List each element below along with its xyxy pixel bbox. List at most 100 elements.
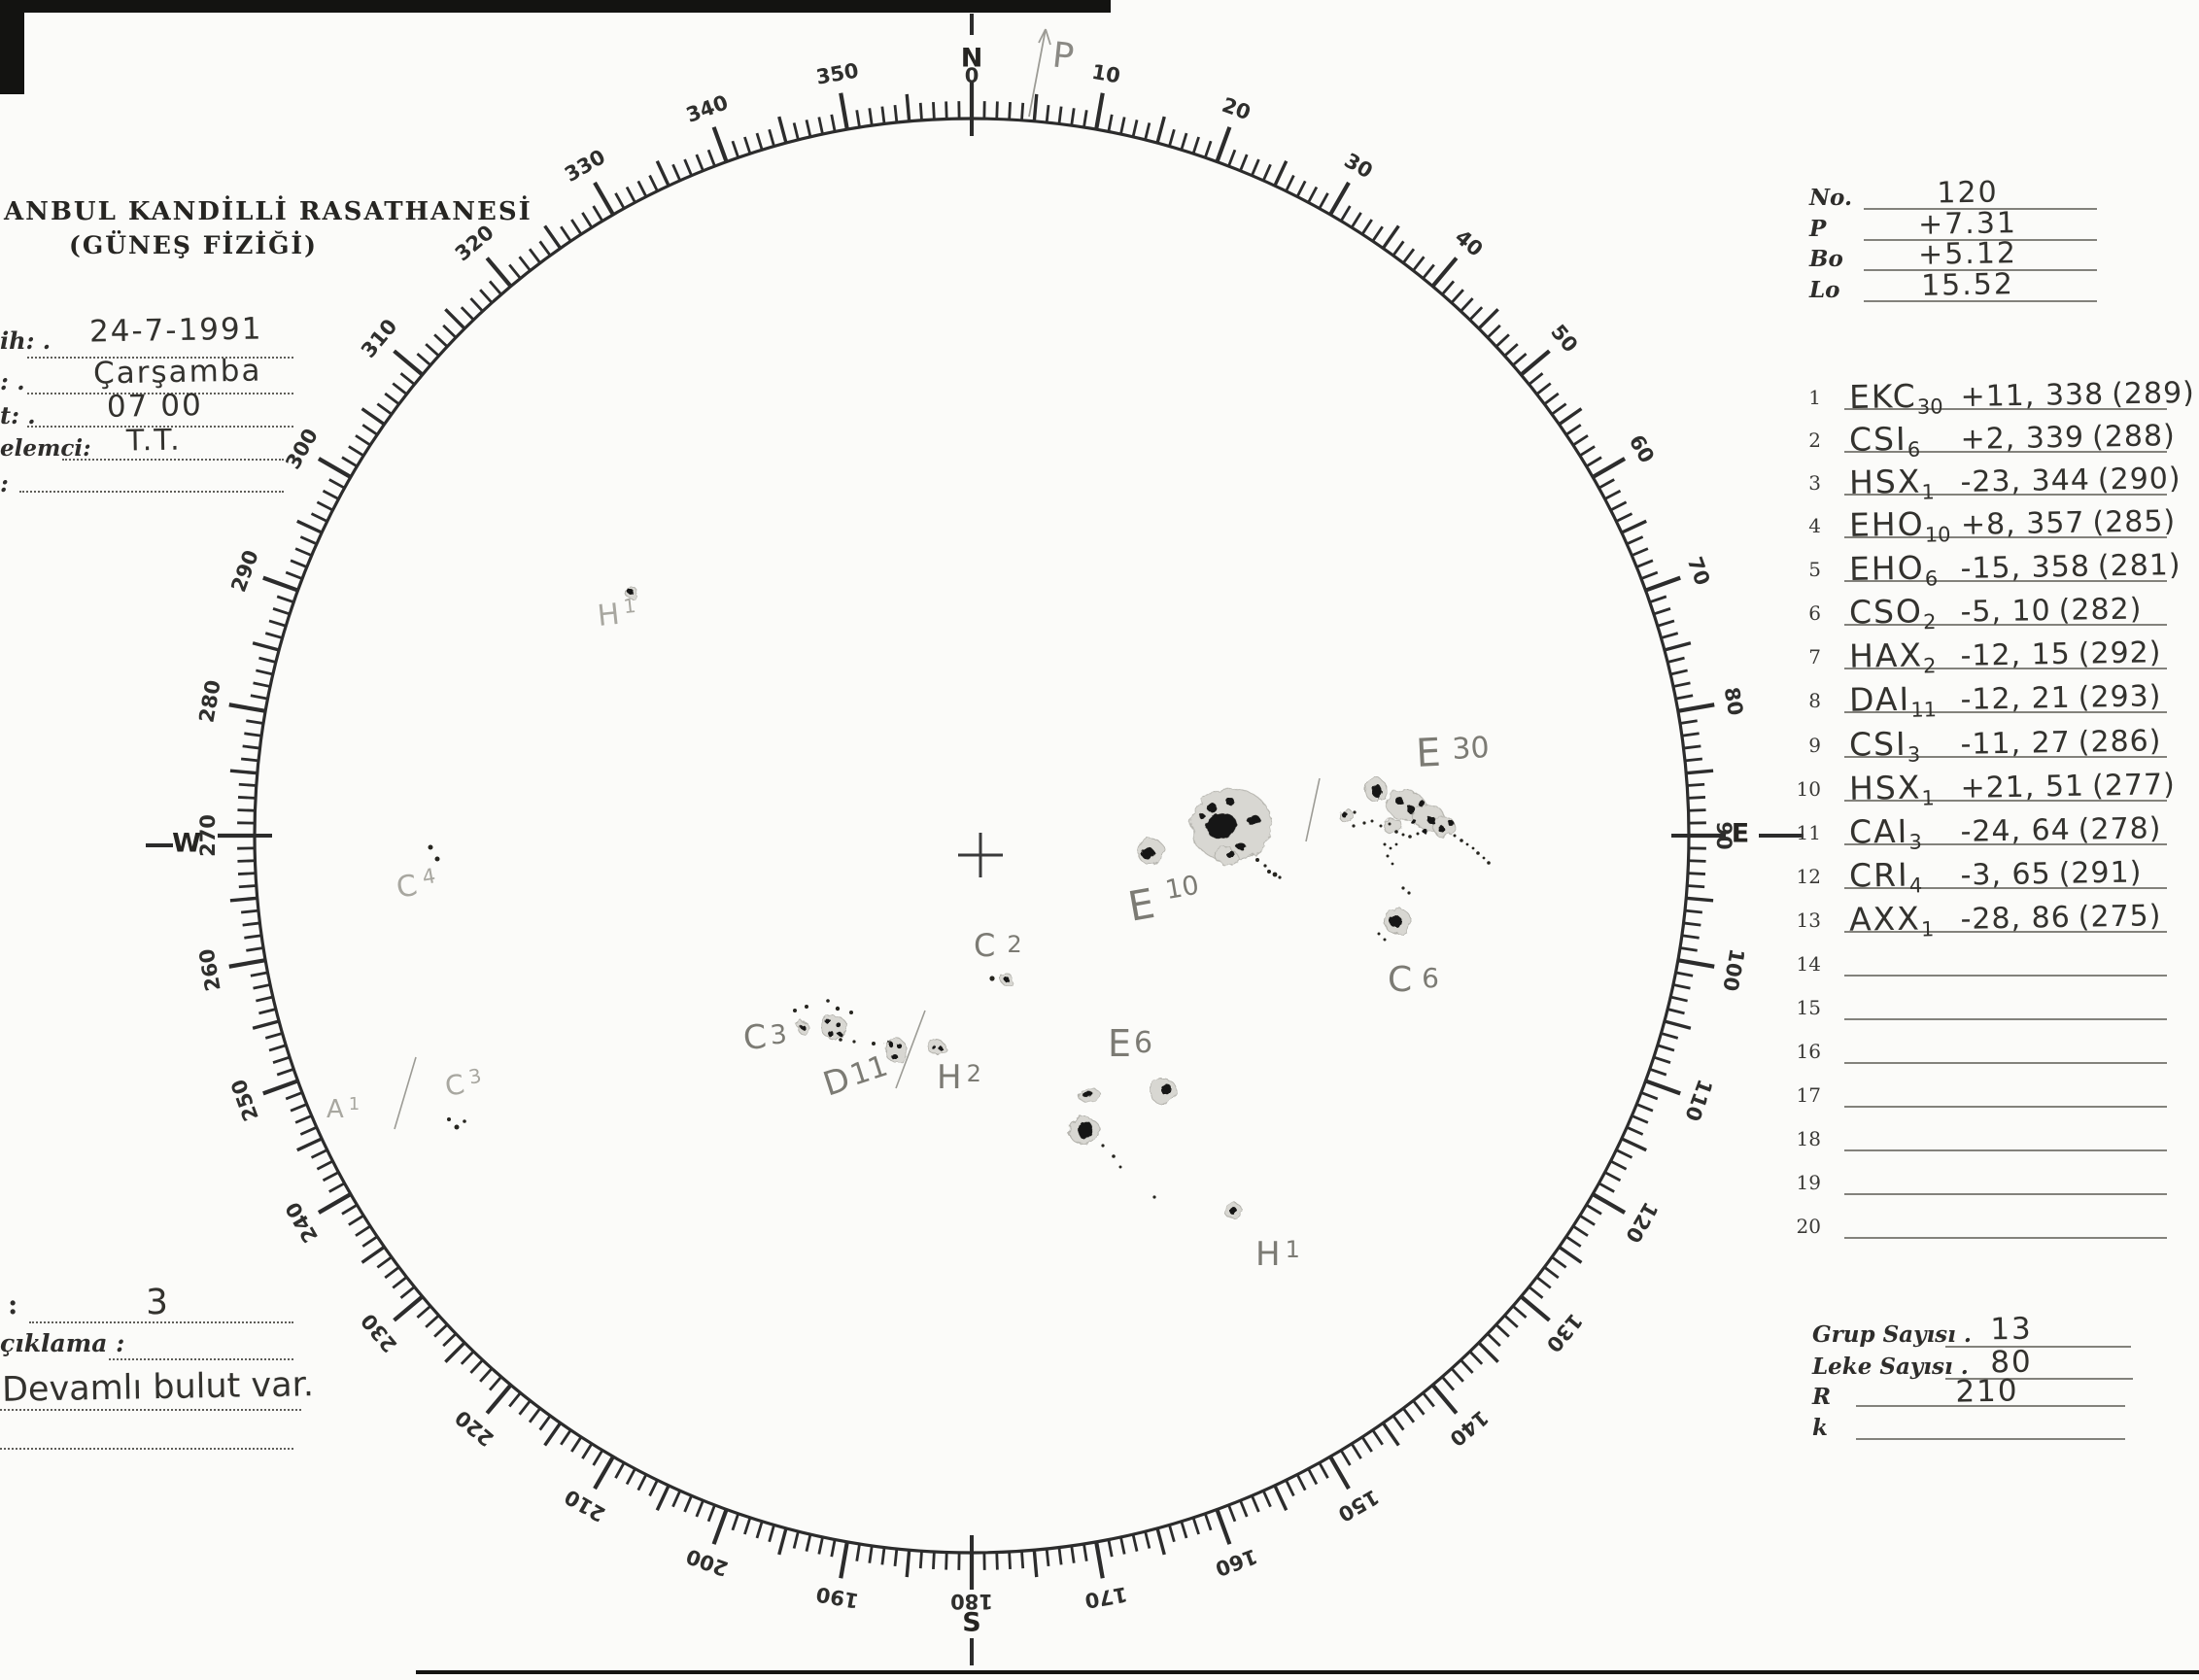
dial-tick [855,110,861,128]
dial-degree-label: 270 [196,814,220,857]
dial-tick [538,1415,552,1431]
penumbra [820,1014,847,1040]
umbra [800,1024,806,1030]
dial-tick [322,1171,340,1183]
dial-tick [755,1521,764,1539]
dial-tick [905,93,911,121]
group-row-line-7 [1844,668,2167,669]
dial-tick [264,632,283,639]
umbra [628,589,634,595]
scan-edge-top [0,0,1111,13]
dial-tick [1631,547,1649,557]
dial-tick [1350,1443,1362,1459]
dial-tick [1609,500,1628,512]
pore-dot [1476,851,1480,855]
dial-tick [1558,1245,1583,1264]
dial-tick [416,352,431,366]
field-value-0: 24-7-1991 [88,311,263,350]
dial-tick [1180,1521,1188,1539]
dial-tick [1339,1449,1352,1466]
group-coordinates: -5, 10 [1949,594,2051,630]
pore-dot [1383,938,1387,942]
count-field-label: : [8,1288,18,1320]
pore-dot [1352,824,1356,828]
dial-tick [1168,1525,1176,1543]
dial-tick [1180,132,1188,151]
dial-tick [460,1350,475,1365]
dial-tick [1683,921,1701,927]
umbra [1207,803,1217,812]
cardinal-north-label: N [961,44,983,74]
dial-tick [1412,256,1426,272]
dial-tick [1661,1032,1679,1040]
eph-label-2: Bo [1809,246,1843,272]
pore-dot [1267,870,1271,874]
dial-tick [655,160,670,187]
dial-tick [1635,1103,1654,1113]
dial-tick [393,349,425,377]
dial-tick [253,681,271,688]
dial-degree-label: 350 [814,58,860,88]
dial-tick [830,114,837,132]
dial-tick [240,757,259,763]
dial-tick [433,333,449,348]
dial-degree-label: 290 [226,547,263,595]
dial-degree-label: 200 [683,1544,731,1581]
pore-dot [1377,932,1381,936]
pore-dot [1453,834,1457,838]
dial-tick [1486,324,1501,339]
dial-tick [444,1341,466,1363]
dial-tick [250,971,268,977]
eph-value-3: 15.52 [1920,267,2015,303]
group-row-entry-7: HAX2 -12, 15 (292) [1849,632,2162,679]
dial-tick [328,478,346,490]
dial-degree-label: 0 [965,64,979,87]
penumbra [1382,818,1403,834]
solar-limb-circle [253,117,1691,1555]
dial-tick [1285,174,1295,192]
dial-tick [1666,656,1685,664]
dial-tick [1441,1376,1456,1391]
group-row-number-18: 18 [1796,1127,1821,1150]
dial-tick [1649,1067,1667,1077]
dial-tick [299,1125,318,1136]
dial-tick [1450,289,1464,304]
dial-degree-label: 30 [1340,149,1376,183]
dial-tick [1422,263,1435,280]
pencil-marks: P [958,28,1076,877]
dial-tick [805,1533,812,1552]
dial-tick [317,457,352,479]
dial-tick [1535,1276,1552,1289]
cardinal-east-label: E [1732,819,1749,849]
dial-tick [543,1422,563,1447]
group-row-line-20 [1844,1237,2167,1239]
pore-dot [1416,832,1420,836]
umbra [836,1022,842,1028]
dial-tick [392,1276,408,1289]
dial-tick [805,120,812,138]
dial-tick [1512,352,1528,366]
label-E30: E 30 [1415,728,1491,776]
explanation-label: çıklama : [0,1329,125,1357]
pore-dot [849,1011,853,1014]
dial-tick [1679,719,1698,725]
dial-tick [1669,995,1688,1003]
dial-tick [252,1019,280,1030]
dial-tick [1261,163,1272,182]
dial-tick [268,619,287,628]
dial-tick [442,1332,458,1348]
field-label-1: : . [0,367,25,395]
pole-arrow-head [1038,28,1047,44]
dial-tick [1687,782,1705,787]
dial-degree-label: 120 [1621,1198,1663,1247]
dial-tick [918,102,923,120]
dial-tick [1239,1499,1249,1518]
group-row-line-15 [1844,1018,2167,1020]
dial-tick [1603,489,1622,500]
pole-arrow-head [1045,28,1051,46]
dial-tick [1644,575,1681,593]
dial-tick [1057,1547,1063,1565]
dial-tick [1503,343,1519,358]
dial-tick [1371,225,1384,242]
